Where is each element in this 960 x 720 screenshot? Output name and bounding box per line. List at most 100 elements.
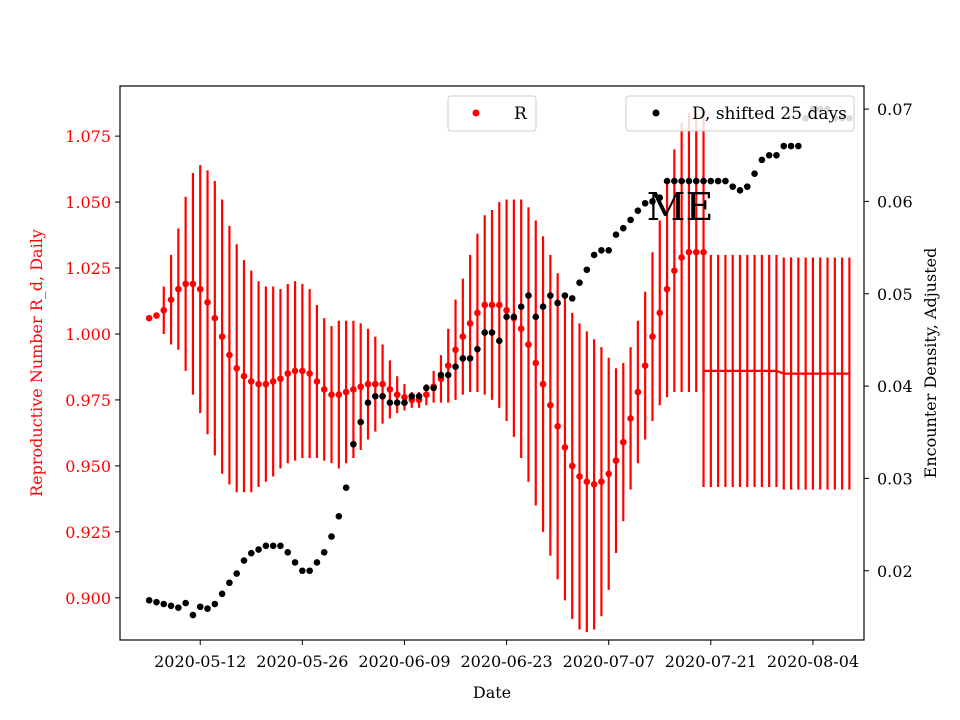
d-point bbox=[627, 216, 634, 224]
d-point bbox=[393, 399, 401, 407]
x-axis: 2020-05-12 2020-05-26 2020-06-09 2020-06-23… bbox=[154, 640, 859, 671]
r-point bbox=[233, 364, 241, 372]
d-point bbox=[211, 600, 219, 608]
x-axis-title: Date bbox=[473, 683, 511, 702]
x-tick-label: 2020-05-26 bbox=[256, 652, 348, 671]
d-point bbox=[430, 384, 437, 392]
legend-d: D, shifted 25 days bbox=[625, 95, 855, 132]
d-point bbox=[729, 183, 737, 190]
d-point bbox=[459, 355, 467, 362]
r-point bbox=[466, 320, 474, 327]
d-point bbox=[685, 177, 693, 185]
d-point bbox=[787, 142, 795, 150]
r-point bbox=[313, 378, 321, 385]
r-point bbox=[517, 325, 525, 333]
d-point bbox=[663, 177, 671, 185]
r-point bbox=[678, 254, 685, 261]
d-point bbox=[474, 345, 481, 353]
r-point bbox=[481, 301, 489, 309]
d-point bbox=[576, 279, 583, 286]
d-point bbox=[765, 151, 773, 159]
r-point bbox=[692, 248, 700, 256]
r-point bbox=[590, 481, 598, 488]
d-point bbox=[634, 207, 642, 214]
x-tick-label: 2020-06-23 bbox=[460, 652, 552, 671]
x-tick-label: 2020-07-07 bbox=[563, 652, 655, 671]
r-point bbox=[211, 314, 219, 322]
x-tick-label: 2020-08-04 bbox=[767, 652, 859, 671]
r-point bbox=[204, 299, 211, 306]
r-point bbox=[328, 391, 335, 398]
d-point bbox=[743, 183, 751, 190]
r-point bbox=[182, 280, 189, 288]
r-point bbox=[495, 301, 503, 309]
d-point bbox=[145, 596, 153, 604]
d-point bbox=[218, 590, 226, 598]
r-point bbox=[532, 359, 540, 367]
d-point bbox=[795, 142, 802, 150]
r-point bbox=[444, 362, 452, 369]
d-point bbox=[714, 177, 722, 185]
d-point bbox=[517, 303, 525, 310]
r-point bbox=[386, 386, 394, 393]
d-point bbox=[247, 549, 255, 557]
d-point bbox=[532, 313, 540, 321]
r-point bbox=[342, 388, 350, 396]
d-point bbox=[481, 329, 489, 336]
x-tick-label: 2020-06-09 bbox=[358, 652, 450, 671]
r-point bbox=[525, 341, 532, 348]
d-point bbox=[437, 371, 445, 379]
d-point bbox=[423, 384, 430, 392]
right-y-tick-label: 0.04 bbox=[877, 377, 913, 396]
r-point bbox=[320, 386, 328, 393]
d-point bbox=[313, 559, 321, 566]
d-point bbox=[488, 329, 496, 336]
left-y-axis-title: Reproductive Number R_d, Daily bbox=[27, 229, 46, 497]
r-point bbox=[700, 248, 707, 256]
r-point bbox=[568, 462, 576, 470]
right-y-tick-label: 0.07 bbox=[877, 100, 913, 119]
r-point bbox=[598, 478, 605, 486]
r-point bbox=[226, 351, 233, 359]
left-y-axis: 0.900 0.925 0.950 0.975 1.000 1.025 1.050 1.075 bbox=[65, 127, 120, 608]
r-point bbox=[627, 415, 634, 422]
d-point bbox=[175, 604, 182, 611]
r-point bbox=[196, 285, 204, 293]
legend-r: R bbox=[447, 95, 537, 132]
r-point bbox=[671, 267, 678, 274]
r-point bbox=[262, 380, 270, 388]
d-point bbox=[649, 198, 656, 205]
r-point bbox=[284, 370, 292, 377]
left-y-tick-label: 1.025 bbox=[65, 259, 111, 278]
left-y-tick-label: 0.950 bbox=[65, 457, 111, 476]
d-point bbox=[495, 337, 503, 345]
left-y-tick-label: 1.000 bbox=[65, 325, 111, 344]
right-y-axis-title: Encounter Density, Adjusted bbox=[921, 248, 940, 479]
legend-r-marker bbox=[472, 109, 480, 117]
r-point bbox=[685, 248, 693, 256]
r-point bbox=[539, 380, 547, 388]
d-point bbox=[415, 392, 423, 400]
d-point bbox=[342, 484, 350, 491]
d-point bbox=[561, 292, 569, 299]
r-point bbox=[269, 378, 277, 385]
r-forecast-line bbox=[703, 369, 850, 375]
d-point bbox=[408, 392, 416, 400]
left-y-tick-label: 1.075 bbox=[65, 127, 111, 146]
d-point bbox=[240, 557, 248, 564]
d-point bbox=[262, 542, 270, 550]
d-point bbox=[619, 224, 627, 232]
x-tick-label: 2020-07-21 bbox=[665, 652, 757, 671]
d-point bbox=[605, 247, 613, 254]
d-point bbox=[773, 151, 780, 159]
r-point bbox=[247, 378, 255, 385]
r-point bbox=[474, 309, 481, 317]
d-point bbox=[656, 194, 664, 202]
r-point bbox=[393, 391, 401, 398]
d-point bbox=[568, 295, 576, 302]
d-point bbox=[335, 512, 343, 520]
d-point bbox=[751, 170, 758, 178]
r-point bbox=[255, 380, 262, 388]
r-point bbox=[401, 393, 408, 401]
r-point bbox=[145, 314, 153, 322]
